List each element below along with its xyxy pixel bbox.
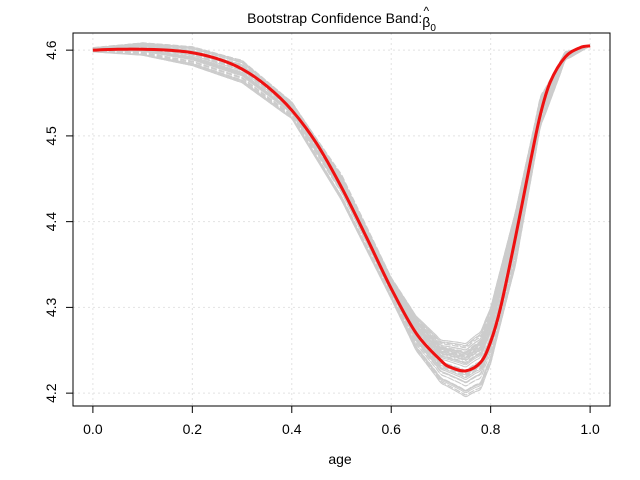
bootstrap-replicate-line — [92, 44, 591, 364]
bootstrap-replicate-line — [92, 45, 591, 363]
estimate-series — [92, 44, 591, 373]
beta-symbol: β — [422, 14, 430, 30]
estimate-line — [92, 44, 591, 373]
bootstrap-replicate-line — [92, 45, 591, 364]
bootstrap-band — [92, 42, 591, 398]
bootstrap-replicate-line — [92, 45, 591, 398]
bootstrap-replicate-line — [92, 45, 591, 358]
y-tick-label-3: 4.5 — [43, 126, 59, 146]
x-tick-label-0: 0.0 — [83, 421, 103, 437]
bootstrap-replicate-line — [92, 43, 591, 347]
y-tick-label-4: 4.6 — [43, 40, 59, 60]
bootstrap-replicate-line — [92, 42, 591, 346]
bootstrap-replicate-line — [92, 42, 591, 345]
y-tick-label-0: 4.2 — [43, 383, 59, 403]
bootstrap-replicate-line — [92, 45, 591, 361]
bootstrap-replicate-line — [92, 43, 591, 360]
x-axis-label: age — [328, 451, 352, 467]
bootstrap-replicate-line — [92, 45, 591, 387]
bootstrap-replicate-line — [92, 45, 591, 373]
bootstrap-replicate-line — [92, 45, 591, 368]
bootstrap-replicate-line — [92, 45, 591, 361]
chart-title: Bootstrap Confidence Band: β ^ 0 — [247, 4, 436, 34]
x-tick-label-4: 0.8 — [481, 421, 501, 437]
x-tick-label-3: 0.6 — [381, 421, 401, 437]
bootstrap-replicate-line — [92, 45, 591, 359]
bootstrap-replicate-line — [92, 45, 591, 372]
bootstrap-replicate-line — [92, 45, 591, 371]
bootstrap-replicate-line — [92, 45, 591, 361]
bootstrap-replicate-line — [92, 45, 591, 364]
bootstrap-replicate-line — [92, 45, 591, 368]
chart-title-text: Bootstrap Confidence Band: — [247, 10, 422, 26]
x-tick-label-2: 0.4 — [282, 421, 302, 437]
beta-subscript: 0 — [430, 23, 436, 34]
y-tick-label-1: 4.3 — [43, 297, 59, 317]
bootstrap-replicate-line — [92, 45, 591, 366]
bootstrap-replicate-line — [92, 45, 591, 359]
x-tick-label-1: 0.2 — [183, 421, 203, 437]
bootstrap-replicate-line — [92, 45, 591, 373]
bootstrap-replicate-line — [92, 44, 591, 358]
x-tick-label-5: 1.0 — [580, 421, 600, 437]
y-axis: 4.2 4.3 4.4 4.5 4.6 — [43, 40, 74, 403]
plot-frame — [72, 32, 611, 407]
grid-lines — [73, 33, 610, 406]
bootstrap-replicate-line — [92, 45, 591, 364]
bootstrap-replicate-line — [92, 43, 591, 345]
hat-accent: ^ — [423, 4, 429, 18]
y-tick-label-2: 4.4 — [43, 212, 59, 232]
x-axis: 0.0 0.2 0.4 0.6 0.8 1.0 — [83, 405, 600, 437]
